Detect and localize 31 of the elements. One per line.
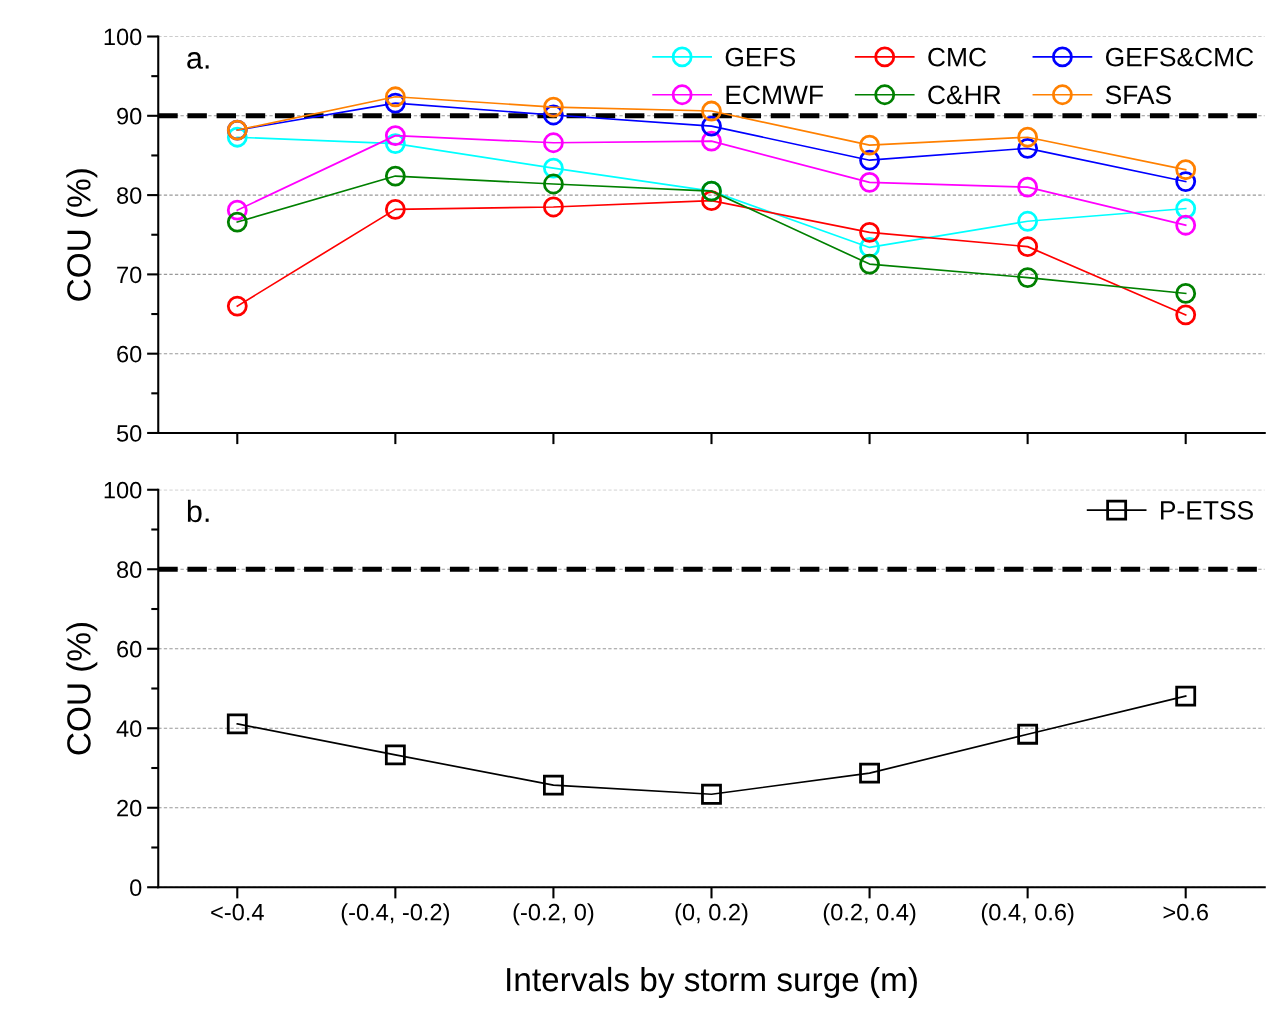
y-tick-label: 60 — [117, 640, 142, 658]
annotation: b. — [187, 499, 209, 523]
x-axis-title: Intervals by storm surge (m) — [507, 966, 917, 998]
y-tick-label: 60 — [117, 345, 142, 363]
y-axis-title: COU (%) — [66, 169, 98, 301]
x-tick-label: (0, 0.2) — [675, 903, 748, 926]
annotation: a. — [187, 52, 209, 69]
legend-label: P-ETSS — [1161, 501, 1253, 520]
y-tick-label: 100 — [104, 481, 142, 499]
legend-label: CMC — [928, 47, 987, 67]
x-tick-label: >0.6 — [1163, 903, 1208, 921]
legend-label: GEFS&CMC — [1105, 47, 1254, 67]
x-tick-label: (0.4, 0.6) — [981, 903, 1074, 926]
y-tick-label: 80 — [117, 187, 142, 204]
y-tick-label: 80 — [117, 561, 142, 579]
y-tick-label: 90 — [117, 107, 142, 125]
x-tick-label: (-0.2, 0) — [513, 903, 594, 926]
legend-label: ECMWF — [726, 85, 823, 105]
y-tick-label: 40 — [116, 720, 142, 738]
y-tick-label: 20 — [117, 799, 142, 817]
x-tick-label: (0.2, 0.4) — [823, 903, 916, 926]
y-tick-label: 70 — [117, 266, 142, 284]
y-axis-title: COU (%) — [66, 622, 98, 755]
y-tick-label: 100 — [104, 28, 142, 46]
x-tick-label: <-0.4 — [211, 903, 264, 921]
legend-label: GEFS — [725, 47, 795, 67]
y-tick-label: 0 — [130, 879, 142, 897]
legend-label: C&HR — [928, 85, 1001, 105]
x-tick-label: (-0.4, -0.2) — [341, 903, 449, 926]
y-tick-label: 50 — [116, 425, 142, 442]
legend-label: SFAS — [1105, 85, 1171, 105]
